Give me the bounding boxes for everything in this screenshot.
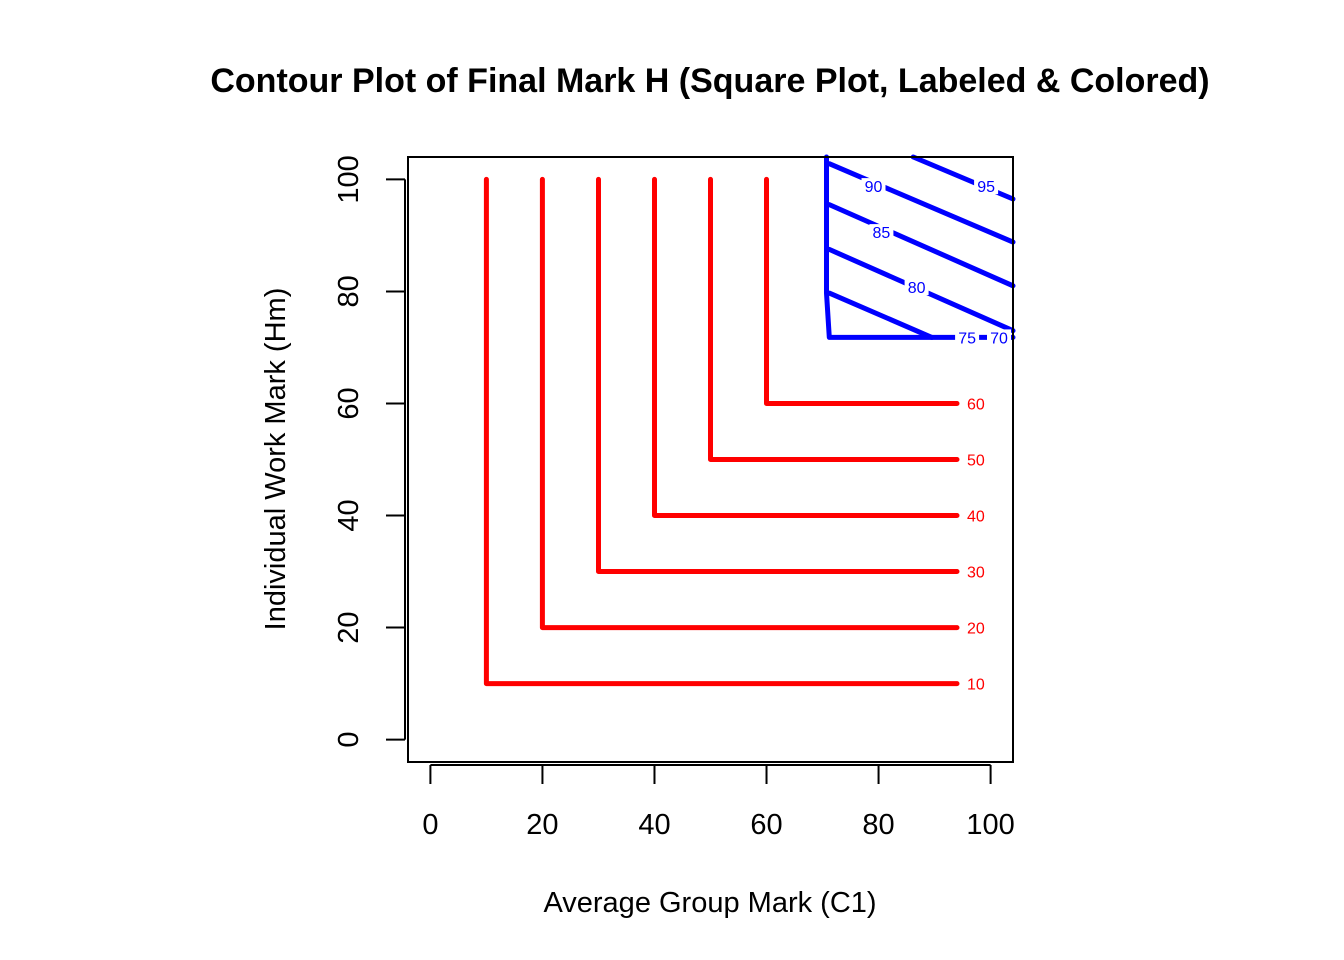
- y-axis: 0 20 40 60 80 100: [333, 155, 406, 748]
- y-tick-label-80: 80: [333, 275, 365, 307]
- contour-label-bg-70: [987, 329, 1011, 346]
- contour-labels: 10 20 30 40 50 60 70 75 80 85 90 95: [861, 178, 1011, 694]
- contour-line-60: [764, 176, 960, 406]
- contour-label-40: 40: [967, 509, 985, 526]
- contour-label-bg-80: [904, 279, 929, 295]
- contour-label-bg-90: [861, 178, 886, 195]
- contour-line-70: [824, 154, 1016, 340]
- y-tick-label-20: 20: [333, 611, 365, 643]
- contour-label-80: 80: [908, 280, 926, 297]
- contour-line-85: [826, 202, 1016, 289]
- x-tick-label-0: 0: [422, 809, 438, 841]
- contour-label-10: 10: [967, 677, 985, 694]
- contour-line-75: [826, 290, 935, 340]
- contour-line-20: [539, 176, 960, 631]
- contour-label-60: 60: [967, 397, 985, 414]
- contour-label-50: 50: [967, 453, 985, 470]
- y-tick-label-100: 100: [333, 155, 365, 203]
- contour-line-90: [826, 161, 1016, 245]
- x-tick-label-60: 60: [750, 809, 782, 841]
- contour-label-75: 75: [958, 330, 976, 347]
- contour-label-bg-40: [965, 507, 989, 524]
- x-tick-label-40: 40: [638, 809, 670, 841]
- x-tick-label-20: 20: [526, 809, 558, 841]
- contour-line-30: [596, 176, 960, 574]
- contour-label-bg-10: [965, 675, 989, 692]
- plot-region: 10 20 30 40 50 60 70 75 80 85 90 95: [407, 154, 1016, 763]
- contour-label-bg-50: [965, 451, 989, 468]
- plot-border: [407, 156, 1014, 763]
- contour-line-10: [483, 176, 960, 687]
- contour-label-70: 70: [990, 330, 1008, 347]
- x-tick-label-80: 80: [862, 809, 894, 841]
- x-axis: 0 20 40 60 80 100: [422, 764, 1015, 841]
- contour-lines: [483, 154, 1016, 687]
- contour-line-50: [708, 176, 960, 462]
- contour-label-90: 90: [865, 179, 883, 196]
- x-axis-title: Average Group Mark (C1): [543, 887, 876, 919]
- contour-label-30: 30: [967, 565, 985, 582]
- y-tick-label-40: 40: [333, 499, 365, 531]
- contour-label-85: 85: [873, 225, 891, 242]
- contour-label-95: 95: [977, 179, 995, 196]
- contour-label-bg-85: [869, 224, 894, 241]
- chart-title: Contour Plot of Final Mark H (Square Plo…: [210, 62, 1209, 100]
- y-tick-label-60: 60: [333, 387, 365, 419]
- contour-label-bg-75: [955, 329, 980, 346]
- x-tick-label-100: 100: [966, 809, 1014, 841]
- y-axis-title: Individual Work Mark (Hm): [260, 288, 292, 631]
- contour-label-20: 20: [967, 621, 985, 638]
- contour-label-bg-20: [965, 619, 989, 636]
- contour-line-40: [652, 176, 960, 518]
- contour-label-bg-95: [974, 178, 999, 195]
- contour-label-bg-60: [965, 395, 989, 412]
- y-tick-label-0: 0: [333, 732, 365, 748]
- contour-label-bg-30: [965, 563, 989, 580]
